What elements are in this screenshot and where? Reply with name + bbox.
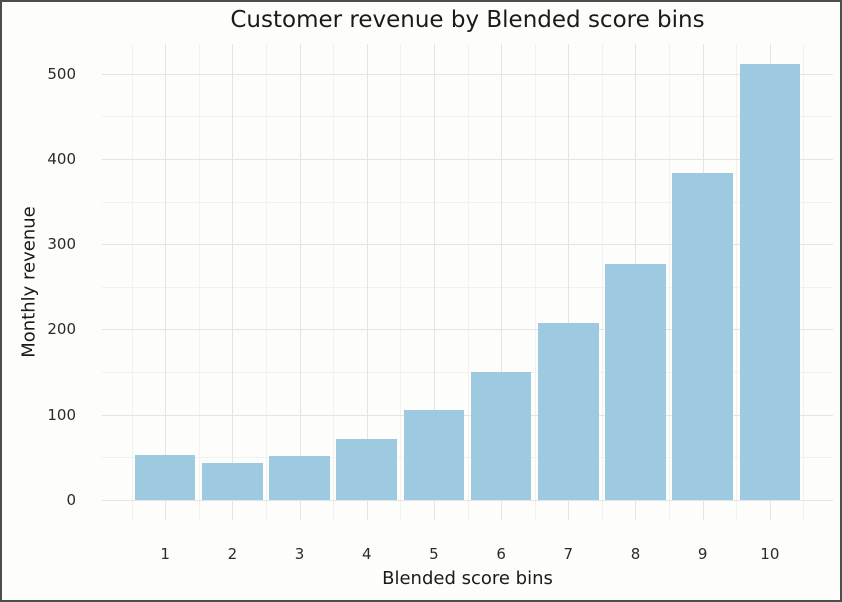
y-major-gridline <box>102 414 833 416</box>
y-major-gridline <box>102 329 833 331</box>
y-tick-label-0: 0 <box>66 490 76 509</box>
y-major-gridline <box>102 244 833 246</box>
x-minor-gridline <box>669 44 671 520</box>
plot-area <box>102 44 833 520</box>
x-major-gridline <box>366 44 368 520</box>
y-major-gridline <box>102 73 833 75</box>
bar-bin-8 <box>605 263 666 500</box>
y-tick-label-300: 300 <box>47 235 76 254</box>
x-major-gridline <box>232 44 234 520</box>
x-minor-gridline <box>467 44 469 520</box>
x-tick-label-5: 5 <box>429 545 439 563</box>
bar-bin-10 <box>739 64 801 500</box>
x-minor-gridline <box>803 44 805 520</box>
bar-bin-5 <box>403 409 465 500</box>
chart-title: Customer revenue by Blended score bins <box>230 7 705 33</box>
x-minor-gridline <box>736 44 738 520</box>
x-minor-gridline <box>333 44 335 520</box>
x-tick-label-4: 4 <box>361 545 372 563</box>
x-minor-gridline <box>265 44 267 520</box>
bar-bin-3 <box>269 455 330 500</box>
y-major-gridline <box>102 499 833 501</box>
x-tick-label-1: 1 <box>160 545 170 563</box>
bar-bin-4 <box>336 438 397 500</box>
x-tick-label-10: 10 <box>760 545 780 563</box>
x-tick-label-2: 2 <box>227 545 238 563</box>
x-tick-label-8: 8 <box>630 545 641 563</box>
y-tick-label-400: 400 <box>47 149 76 168</box>
x-major-gridline <box>299 44 301 520</box>
x-major-gridline <box>501 44 503 520</box>
y-tick-label-200: 200 <box>47 320 76 339</box>
y-tick-label-500: 500 <box>47 64 76 83</box>
x-tick-label-9: 9 <box>697 545 708 563</box>
x-major-gridline <box>568 44 570 520</box>
bar-bin-7 <box>538 322 599 500</box>
y-tick-label-100: 100 <box>47 405 76 424</box>
bar-bin-2 <box>202 463 263 500</box>
x-minor-gridline <box>400 44 402 520</box>
x-tick-label-6: 6 <box>496 545 506 563</box>
x-minor-gridline <box>131 44 133 520</box>
x-tick-label-3: 3 <box>294 545 305 563</box>
bar-bin-1 <box>134 454 196 500</box>
x-minor-gridline <box>198 44 200 520</box>
x-axis-title: Blended score bins <box>382 568 553 589</box>
y-major-gridline <box>102 158 833 160</box>
x-major-gridline <box>165 44 167 520</box>
x-major-gridline <box>433 44 435 520</box>
x-tick-label-7: 7 <box>563 545 574 563</box>
bar-bin-6 <box>470 372 532 500</box>
x-minor-gridline <box>534 44 536 520</box>
x-minor-gridline <box>601 44 603 520</box>
bar-bin-9 <box>672 173 733 500</box>
